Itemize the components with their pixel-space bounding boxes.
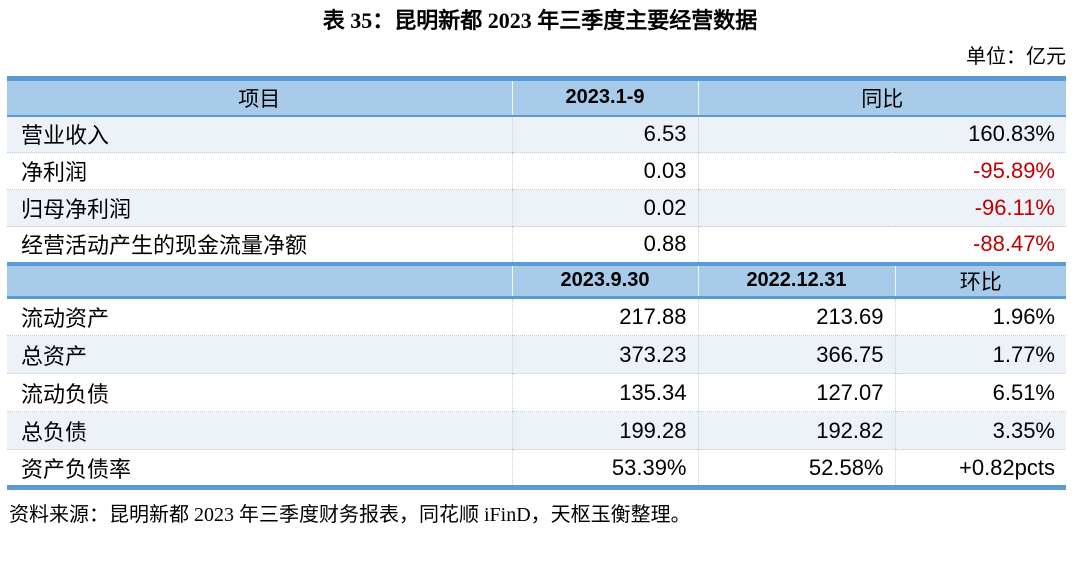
row-label: 总资产 [7, 335, 512, 374]
header-item-column: 项目 [7, 78, 512, 116]
row-yoy: 160.83% [697, 115, 1066, 153]
row-value-2022: 127.07 [697, 373, 895, 412]
unit-label: 单位：亿元 [966, 46, 1066, 68]
table-row-revenue: 营业收入 6.53 160.83% [7, 115, 1066, 153]
row-qoq: 6.51% [894, 373, 1066, 412]
row-value-2023: 199.28 [511, 411, 698, 450]
row-label: 总负债 [7, 411, 512, 450]
row-qoq: 1.77% [894, 335, 1066, 374]
row-qoq: 3.35% [894, 411, 1066, 450]
row-label: 资产负债率 [7, 449, 512, 490]
table-row-debt-ratio: 资产负债率 53.39% 52.58% +0.82pcts [7, 449, 1066, 490]
row-value-2023: 217.88 [511, 297, 698, 336]
header-2022-12-31: 2022.12.31 [697, 263, 895, 298]
row-value-2023: 53.39% [511, 449, 698, 490]
row-label: 营业收入 [7, 115, 512, 153]
row-label: 归母净利润 [7, 189, 512, 227]
row-qoq: +0.82pcts [894, 449, 1066, 490]
table-row-current-assets: 流动资产 217.88 213.69 1.96% [7, 297, 1066, 336]
table-row-current-liabilities: 流动负债 135.34 127.07 6.51% [7, 373, 1066, 412]
row-yoy: -88.47% [697, 226, 1066, 264]
row-label: 经营活动产生的现金流量净额 [7, 226, 512, 264]
row-qoq: 1.96% [894, 297, 1066, 336]
row-value: 6.53 [511, 115, 698, 153]
row-value-2023: 373.23 [511, 335, 698, 374]
row-value-2022: 52.58% [697, 449, 895, 490]
row-value-2022: 192.82 [697, 411, 895, 450]
table-row-total-liabilities: 总负债 199.28 192.82 3.35% [7, 411, 1066, 450]
row-value-2023: 135.34 [511, 373, 698, 412]
row-value-2022: 213.69 [697, 297, 895, 336]
row-label: 流动负债 [7, 373, 512, 412]
header-2023-9-30: 2023.9.30 [511, 263, 698, 298]
row-value: 0.88 [511, 226, 698, 264]
row-label: 净利润 [7, 152, 512, 190]
row-yoy: -95.89% [697, 152, 1066, 190]
table-header-row-period: 项目 2023.1-9 同比 [7, 78, 1066, 116]
header-2023-1-9: 2023.1-9 [511, 78, 698, 116]
row-yoy: -96.11% [697, 189, 1066, 227]
table-row-attributable-net-profit: 归母净利润 0.02 -96.11% [7, 189, 1066, 227]
header-blank [7, 263, 512, 298]
table-row-total-assets: 总资产 373.23 366.75 1.77% [7, 335, 1066, 374]
table-title: 表 35：昆明新都 2023 年三季度主要经营数据 [322, 8, 758, 33]
financial-data-table: 项目 2023.1-9 同比 营业收入 6.53 160.83% 净利润 0.0… [7, 76, 1066, 490]
source-note: 资料来源：昆明新都 2023 年三季度财务报表，同花顺 iFinD，天枢玉衡整理… [9, 504, 691, 526]
table-row-net-profit: 净利润 0.03 -95.89% [7, 152, 1066, 190]
row-label: 流动资产 [7, 297, 512, 336]
header-yoy: 同比 [697, 78, 1066, 116]
table-row-operating-cash-flow: 经营活动产生的现金流量净额 0.88 -88.47% [7, 226, 1066, 264]
table-header-row-balance: 2023.9.30 2022.12.31 环比 [7, 263, 1066, 298]
row-value: 0.03 [511, 152, 698, 190]
header-qoq: 环比 [894, 263, 1066, 298]
row-value-2022: 366.75 [697, 335, 895, 374]
row-value: 0.02 [511, 189, 698, 227]
